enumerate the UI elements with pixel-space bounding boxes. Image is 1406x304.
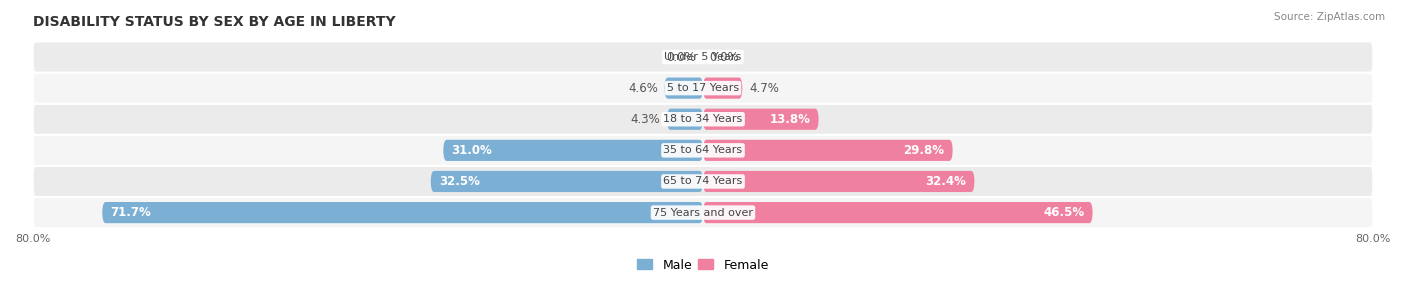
- FancyBboxPatch shape: [32, 104, 1374, 135]
- FancyBboxPatch shape: [665, 78, 703, 99]
- Text: 32.4%: 32.4%: [925, 175, 966, 188]
- Text: 4.7%: 4.7%: [749, 81, 779, 95]
- FancyBboxPatch shape: [103, 202, 703, 223]
- Text: Source: ZipAtlas.com: Source: ZipAtlas.com: [1274, 12, 1385, 22]
- Text: 29.8%: 29.8%: [903, 144, 945, 157]
- FancyBboxPatch shape: [32, 166, 1374, 197]
- Text: Under 5 Years: Under 5 Years: [665, 52, 741, 62]
- Text: 65 to 74 Years: 65 to 74 Years: [664, 177, 742, 186]
- Text: 0.0%: 0.0%: [710, 50, 740, 64]
- FancyBboxPatch shape: [32, 41, 1374, 73]
- FancyBboxPatch shape: [703, 109, 818, 130]
- Text: 46.5%: 46.5%: [1043, 206, 1084, 219]
- Text: 71.7%: 71.7%: [111, 206, 152, 219]
- FancyBboxPatch shape: [32, 135, 1374, 166]
- Text: 13.8%: 13.8%: [769, 113, 810, 126]
- FancyBboxPatch shape: [703, 171, 974, 192]
- FancyBboxPatch shape: [443, 140, 703, 161]
- FancyBboxPatch shape: [703, 78, 742, 99]
- Text: 4.6%: 4.6%: [628, 81, 658, 95]
- FancyBboxPatch shape: [32, 73, 1374, 104]
- Text: 35 to 64 Years: 35 to 64 Years: [664, 145, 742, 155]
- Text: DISABILITY STATUS BY SEX BY AGE IN LIBERTY: DISABILITY STATUS BY SEX BY AGE IN LIBER…: [32, 15, 395, 29]
- Text: 75 Years and over: 75 Years and over: [652, 208, 754, 218]
- FancyBboxPatch shape: [703, 202, 1092, 223]
- Text: 0.0%: 0.0%: [666, 50, 696, 64]
- Text: 31.0%: 31.0%: [451, 144, 492, 157]
- FancyBboxPatch shape: [430, 171, 703, 192]
- Text: 18 to 34 Years: 18 to 34 Years: [664, 114, 742, 124]
- FancyBboxPatch shape: [666, 109, 703, 130]
- FancyBboxPatch shape: [703, 140, 953, 161]
- Text: 5 to 17 Years: 5 to 17 Years: [666, 83, 740, 93]
- FancyBboxPatch shape: [32, 197, 1374, 228]
- Text: 4.3%: 4.3%: [630, 113, 661, 126]
- Text: 32.5%: 32.5%: [439, 175, 479, 188]
- Legend: Male, Female: Male, Female: [633, 254, 773, 277]
